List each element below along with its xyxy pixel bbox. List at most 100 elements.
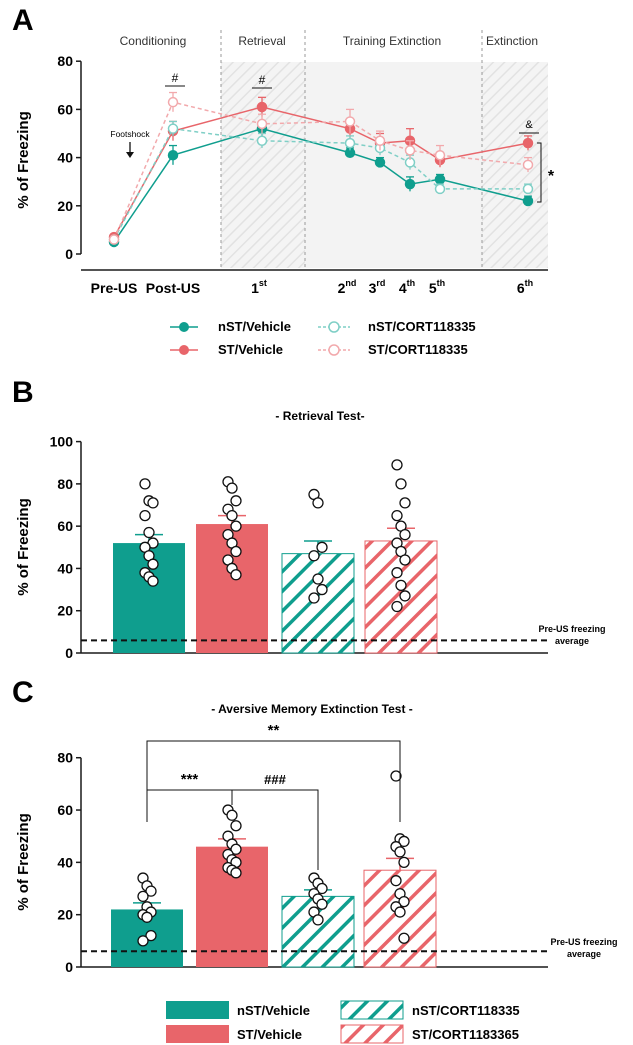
individual-point	[398, 932, 410, 944]
individual-point	[390, 875, 402, 887]
individual-point	[143, 526, 155, 539]
individual-point	[147, 497, 159, 509]
sig-mark-retrieval: #	[259, 73, 266, 87]
svg-text:ST/CORT118335: ST/CORT118335	[368, 342, 468, 357]
individual-point	[312, 914, 324, 926]
data-point	[434, 149, 446, 161]
individual-point	[312, 497, 324, 509]
individual-point	[399, 590, 411, 602]
y-tick-label: 60	[57, 518, 73, 534]
individual-point	[230, 820, 242, 832]
phase-label-training-extinction: Training Extinction	[343, 34, 441, 48]
individual-point	[230, 843, 242, 855]
legend-item-st-cort: ST/CORT118335	[318, 342, 468, 357]
panel-a-x-tick-labels: Pre-US Post-US 1st 2nd 3rd 4th 5th 6th	[91, 278, 533, 296]
legend-item-st-vehicle: ST/Vehicle	[166, 1025, 302, 1043]
individual-point	[394, 846, 406, 858]
individual-point	[141, 911, 153, 923]
panel-b-y-label: % of Freezing	[15, 498, 32, 596]
y-tick-label: 60	[57, 101, 73, 117]
data-point	[434, 174, 446, 185]
panel-b-title: - Retrieval Test-	[275, 409, 364, 423]
individual-point	[398, 895, 410, 908]
x-tick-label: Post-US	[146, 280, 200, 296]
y-tick-label: 0	[65, 246, 73, 262]
panel-a-label: A	[12, 4, 34, 37]
individual-point	[230, 495, 242, 507]
panel-c-y-label: % of Freezing	[15, 813, 32, 911]
individual-point	[391, 600, 403, 613]
svg-text:nST/CORT118335: nST/CORT118335	[368, 319, 476, 334]
sig-mark-6th: &	[525, 119, 533, 131]
data-point	[522, 137, 534, 149]
y-tick-label: 40	[57, 854, 73, 870]
significance-bracket	[146, 740, 401, 822]
significance-label: ***	[181, 771, 199, 788]
panel-b-label: B	[12, 376, 34, 409]
y-tick-label: 20	[57, 198, 73, 214]
panel-a-series	[108, 91, 534, 248]
sig-mark-star: *	[548, 168, 555, 185]
individual-point	[391, 567, 403, 579]
data-point	[167, 149, 179, 161]
individual-point	[316, 583, 328, 596]
individual-point	[230, 569, 242, 581]
data-point	[404, 178, 416, 190]
panel-c: C - Aversive Memory Extinction Test - % …	[12, 676, 618, 1044]
x-tick-label: Pre-US	[91, 280, 138, 296]
series-line-2	[113, 127, 528, 240]
panel-b: B - Retrieval Test- % of Freezing 0 20 40 6…	[12, 376, 606, 661]
panel-b-ref-label-line2: average	[555, 636, 589, 646]
individual-point	[226, 482, 238, 494]
y-tick-label: 0	[65, 645, 73, 661]
individual-point	[226, 509, 238, 522]
individual-point	[399, 554, 411, 566]
bar	[363, 869, 437, 968]
sig-mark-postus: #	[172, 71, 179, 85]
y-tick-label: 80	[57, 53, 73, 69]
svg-text:nST/Vehicle: nST/Vehicle	[218, 319, 291, 334]
x-tick-label: 6th	[517, 278, 533, 296]
individual-point	[316, 898, 328, 910]
phase-label-conditioning: Conditioning	[120, 34, 187, 48]
panel-c-ref-label-line2: average	[567, 949, 601, 959]
individual-point	[137, 890, 149, 903]
legend-item-nst-vehicle: nST/Vehicle	[170, 319, 291, 334]
individual-point	[230, 867, 242, 879]
data-point	[256, 118, 268, 130]
y-tick-label: 40	[57, 150, 73, 166]
individual-point	[147, 575, 159, 587]
individual-point	[145, 929, 157, 942]
series-line-1	[113, 106, 529, 238]
significance-bracket	[146, 789, 233, 822]
panel-b-plot: 0 20 40 60 80 100	[50, 434, 548, 661]
panel-a: A Conditioning Retrieval Training Extinc…	[12, 4, 555, 357]
panel-c-title: - Aversive Memory Extinction Test -	[211, 702, 413, 716]
panel-c-ref-label-line1: Pre-US freezing	[550, 937, 617, 947]
individual-point	[398, 856, 410, 869]
data-point	[522, 159, 534, 171]
data-point	[256, 135, 268, 146]
x-tick-label: 3rd	[369, 278, 386, 296]
y-tick-label: 100	[50, 434, 74, 450]
y-tick-label: 60	[57, 802, 73, 818]
legend-item-nst-vehicle: nST/Vehicle	[166, 1001, 310, 1019]
significance-label: **	[268, 722, 280, 739]
svg-text:ST/Vehicle: ST/Vehicle	[237, 1027, 302, 1042]
individual-point	[230, 545, 242, 558]
data-point	[108, 234, 120, 245]
y-tick-label: 20	[57, 907, 73, 923]
individual-point	[395, 579, 407, 592]
individual-point	[145, 885, 157, 897]
individual-point	[308, 550, 320, 562]
legend-item-st-vehicle: ST/Vehicle	[170, 342, 283, 357]
x-tick-label: 2nd	[338, 278, 357, 296]
individual-point	[139, 509, 151, 522]
individual-point	[399, 528, 411, 541]
legend-item-nst-cort: nST/CORT118335	[340, 1000, 520, 1020]
individual-point	[137, 935, 149, 947]
svg-text:nST/CORT118335: nST/CORT118335	[412, 1003, 520, 1018]
x-tick-label: 4th	[399, 278, 415, 296]
svg-text:nST/Vehicle: nST/Vehicle	[237, 1003, 310, 1018]
